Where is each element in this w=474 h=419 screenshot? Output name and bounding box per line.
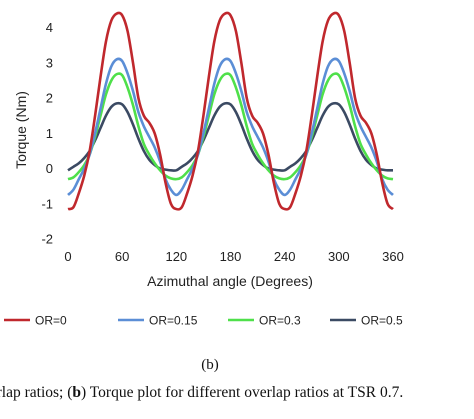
series-line-or-0-15 <box>67 57 394 197</box>
y-tick-label: 4 <box>46 20 53 35</box>
x-tick-label: 0 <box>64 249 71 264</box>
legend-label: OR=0.3 <box>259 314 301 328</box>
x-axis-ticks: 0 60 120 180 240 300 360 <box>64 249 403 264</box>
x-tick-label: 240 <box>274 249 296 264</box>
y-tick-label: 0 <box>46 161 53 176</box>
x-tick-label: 300 <box>328 249 350 264</box>
x-tick-label: 60 <box>115 249 129 264</box>
series-line-or-0 <box>67 11 394 211</box>
y-tick-label: 2 <box>46 91 53 106</box>
caption-bold: b <box>72 384 82 401</box>
series-lines <box>67 11 394 211</box>
legend-label: OR=0 <box>35 314 67 328</box>
figure-caption: verlap ratios; (b) Torque plot for diffe… <box>0 384 403 402</box>
y-tick-label: 3 <box>46 55 53 70</box>
y-axis-ticks: -2 -1 0 1 2 3 4 <box>41 20 53 246</box>
x-tick-label: 180 <box>220 249 242 264</box>
x-tick-label: 120 <box>165 249 187 264</box>
legend-label: OR=0.5 <box>361 314 403 328</box>
y-tick-label: -2 <box>41 232 53 247</box>
y-axis-label: Torque (Nm) <box>13 91 29 169</box>
y-tick-label: -1 <box>41 196 53 211</box>
caption-text-after: ) Torque plot for different overlap rati… <box>81 384 404 401</box>
panel-label: (b) <box>201 357 219 373</box>
torque-chart: -2 -1 0 1 2 3 4 0 60 120 180 240 300 360 Torque (Nm)… <box>4 11 404 328</box>
series-line-or-0-3 <box>67 72 394 181</box>
x-axis-label: Azimuthal angle (Degrees) <box>147 273 313 289</box>
series-line-or-0-5 <box>67 101 394 172</box>
y-tick-label: 1 <box>46 126 53 141</box>
legend: OR=0 OR=0.15 OR=0.3 OR=0.5 <box>4 314 403 328</box>
x-tick-label: 360 <box>382 249 404 264</box>
legend-label: OR=0.15 <box>149 314 198 328</box>
caption-text-before: verlap ratios; ( <box>0 384 73 401</box>
